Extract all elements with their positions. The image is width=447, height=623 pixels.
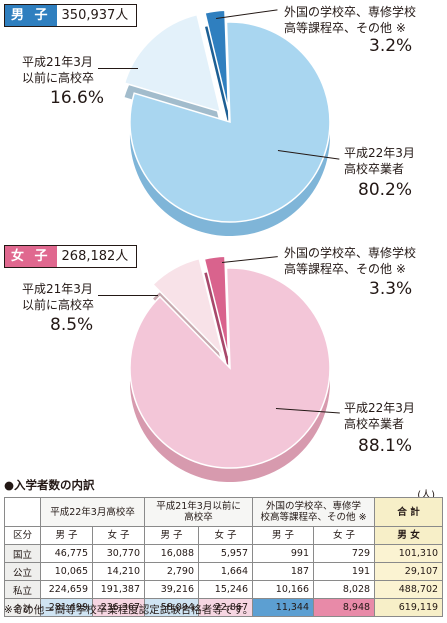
table-group-new-grad: 平成22年3月高校卒: [39, 497, 146, 527]
table-group-old-grad-line2: 高校卒: [184, 512, 213, 523]
table-cell: 30,770: [91, 544, 146, 563]
table-cell: 58,094: [144, 598, 200, 617]
table-cell: 1,664: [198, 562, 254, 581]
female-pie-slice-new-grad: [129, 267, 331, 469]
female-old-leader: [98, 295, 158, 296]
table-cell: 15,246: [198, 580, 254, 599]
male-other-label-line1: 外国の学校卒、専修学校: [284, 5, 417, 19]
table-cell: 5,957: [198, 544, 254, 563]
male-old-pct: 16.6%: [50, 88, 105, 108]
table-unit: (人): [417, 490, 435, 501]
table-cell: 11,344: [252, 598, 315, 617]
table-row-label: 公立: [4, 562, 41, 581]
breakdown-table: 平成22年3月高校卒 平成21年3月以前に 高校卒 外国の学校卒、専修学 校高等…: [4, 497, 444, 617]
table-cell: 191: [313, 562, 376, 581]
female-other-label-line1: 外国の学校卒、専修学校: [284, 246, 417, 260]
female-new-label-line2: 高校卒業者: [344, 417, 405, 431]
male-new-pct: 80.2%: [358, 180, 413, 200]
female-old-label-line2: 以前に高校卒: [22, 298, 95, 312]
table-cell-total: 29,107: [374, 562, 444, 581]
table-row-private: 私立 224,659 191,387 39,216 15,246 10,166 …: [4, 580, 444, 599]
table-cell: 10,065: [40, 562, 93, 581]
table-group-other-line2: 校高等課程卒、その他 ※: [260, 512, 367, 523]
male-pie-slice-other: [204, 9, 230, 111]
table-cell: 281,499: [40, 598, 93, 617]
table-col-new-male: 男 子: [40, 526, 93, 545]
male-pie-slice-new-grad: [129, 21, 331, 223]
female-old-pct: 8.5%: [50, 315, 94, 335]
table-cell: 729: [313, 544, 376, 563]
table-cell: 10,166: [252, 580, 315, 599]
male-old-leader: [98, 68, 138, 69]
table-row-label: 私立: [4, 580, 41, 599]
male-other-pct: 3.2%: [369, 36, 413, 56]
table-cell: 224,659: [40, 580, 93, 599]
table-col-other-female: 女 子: [313, 526, 376, 545]
male-other-label-line2: 高等課程卒、その他 ※: [284, 21, 406, 35]
table-group-header-row: 平成22年3月高校卒 平成21年3月以前に 高校卒 外国の学校卒、専修学 校高等…: [4, 497, 444, 527]
table-section-title: ●入学者数の内訳: [4, 478, 95, 492]
table-col-new-female: 女 子: [91, 526, 146, 545]
table-col-old-male: 男 子: [144, 526, 200, 545]
male-new-label-line2: 高校卒業者: [344, 162, 405, 176]
male-old-label-line2: 以前に高校卒: [22, 71, 95, 85]
table-group-old-grad: 平成21年3月以前に 高校卒: [144, 497, 254, 527]
table-cell: 187: [252, 562, 315, 581]
table-cell: 16,088: [144, 544, 200, 563]
female-tag: 女 子: [5, 246, 57, 267]
table-row-public: 公立 10,065 14,210 2,790 1,664 187 191 29,…: [4, 562, 444, 581]
female-pie-chart: [129, 255, 331, 483]
female-other-pct: 3.3%: [369, 279, 413, 299]
table-sub-header-row: 区分 男 子 女 子 男 子 女 子 男 子 女 子 男 女: [4, 526, 444, 545]
male-new-label-line1: 平成22年3月: [344, 146, 415, 160]
male-pie-slice-old-grad: [123, 13, 222, 113]
male-old-label-line1: 平成21年3月: [22, 55, 93, 69]
female-badge: 女 子 268,182人: [4, 245, 138, 268]
male-pie-chart: [123, 9, 331, 237]
table-row-national: 国立 46,775 30,770 16,088 5,957 991 729 10…: [4, 544, 444, 563]
table-cell: 191,387: [91, 580, 146, 599]
male-tag: 男 子: [5, 5, 57, 26]
table-cell: 991: [252, 544, 315, 563]
male-badge: 男 子 350,937人: [4, 4, 138, 27]
table-cell-total: 488,702: [374, 580, 444, 599]
female-pie-slice-old-grad: [151, 257, 225, 359]
table-row-label: 国立: [4, 544, 41, 563]
female-new-label-line1: 平成22年3月: [344, 401, 415, 415]
table-cell: 22,867: [198, 598, 254, 617]
table-cell: 14,210: [91, 562, 146, 581]
table-corner-cell: [4, 497, 41, 527]
table-kubun-header: 区分: [4, 526, 41, 545]
table-cell: 8,028: [313, 580, 376, 599]
table-cell: 2,790: [144, 562, 200, 581]
table-cell: 39,216: [144, 580, 200, 599]
table-group-total: 合 計: [374, 497, 444, 527]
table-cell: 8,948: [313, 598, 376, 617]
table-cell: 236,367: [91, 598, 146, 617]
female-new-pct: 88.1%: [358, 436, 413, 456]
table-cell-total: 101,310: [374, 544, 444, 563]
table-col-other-male: 男 子: [252, 526, 315, 545]
table-col-total-both: 男 女: [374, 526, 444, 545]
female-total: 268,182人: [56, 246, 137, 267]
table-row-total: 合計 281,499 236,367 58,094 22,867 11,344 …: [4, 598, 444, 617]
male-total: 350,937人: [56, 5, 137, 26]
table-cell-total: 619,119: [374, 598, 444, 617]
table-group-other-line1: 外国の学校卒、専修学: [266, 501, 362, 512]
female-pie-slice-other: [203, 255, 230, 357]
table-cell: 46,775: [40, 544, 93, 563]
table-group-other: 外国の学校卒、専修学 校高等課程卒、その他 ※: [252, 497, 376, 527]
table-col-old-female: 女 子: [198, 526, 254, 545]
table-group-old-grad-line1: 平成21年3月以前に: [156, 501, 241, 512]
female-other-label-line2: 高等課程卒、その他 ※: [284, 262, 406, 276]
footnote: ※その他＝高等学校卒業程度認定試験合格者等です。: [4, 604, 254, 616]
female-old-label-line1: 平成21年3月: [22, 282, 93, 296]
